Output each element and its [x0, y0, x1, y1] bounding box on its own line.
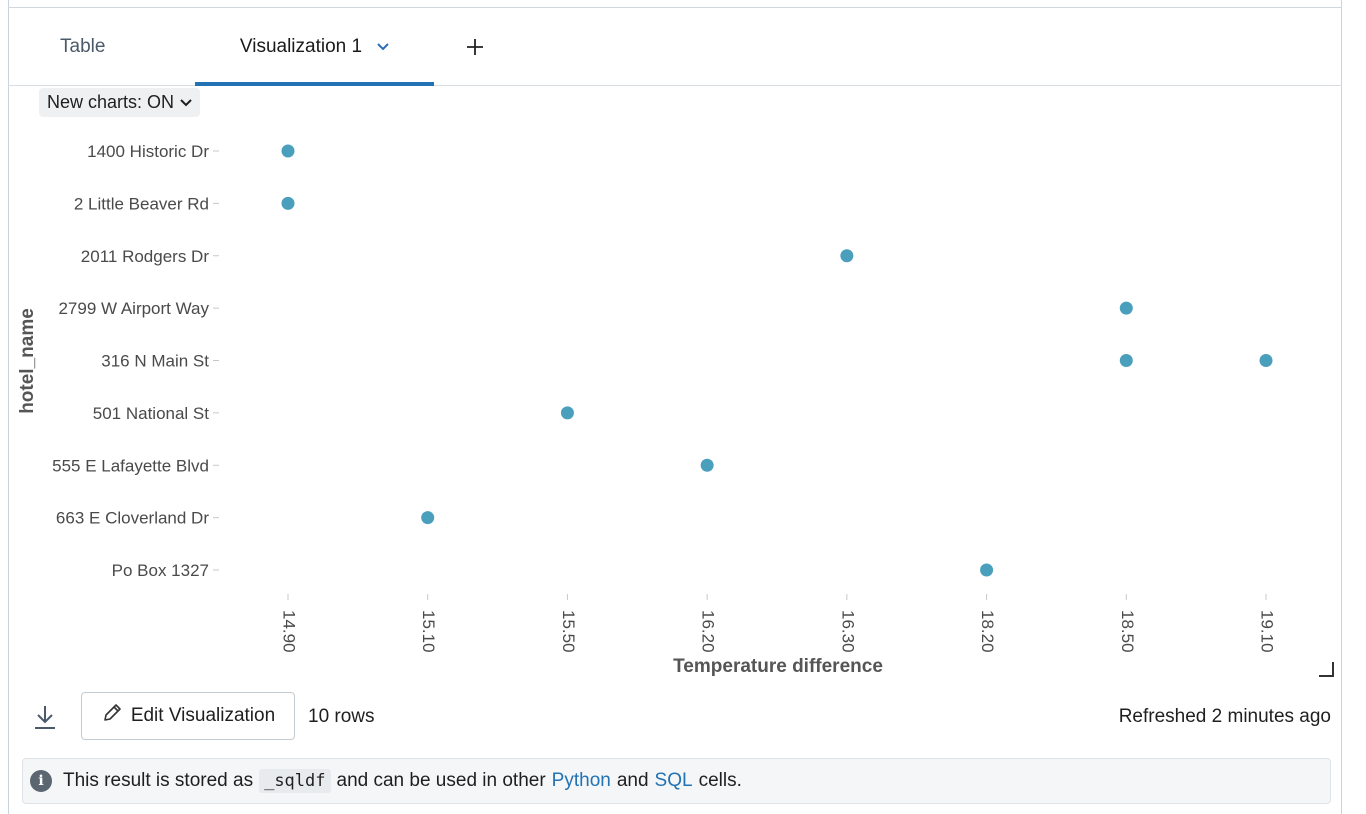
- edit-visualization-label: Edit Visualization: [130, 705, 276, 726]
- y-tick-label: 555 E Lafayette Blvd: [52, 456, 209, 475]
- y-tick-label: Po Box 1327: [112, 561, 209, 580]
- top-divider: [8, 7, 1342, 8]
- x-tick-label: 18.50: [1118, 610, 1137, 653]
- data-point: [560, 406, 574, 420]
- active-tab-indicator: [195, 82, 434, 86]
- data-point: [980, 563, 994, 577]
- y-tick-label: 2 Little Beaver Rd: [74, 194, 209, 213]
- info-text-before: This result is stored as: [63, 770, 254, 791]
- data-point: [1259, 354, 1273, 367]
- x-tick-label: 19.10: [1258, 610, 1277, 653]
- refreshed-status: Refreshed 2 minutes ago: [1118, 706, 1331, 727]
- chevron-down-icon[interactable]: [376, 39, 390, 55]
- tab-visualization-1[interactable]: Visualization 1: [196, 8, 434, 86]
- x-tick-label: 18.20: [978, 610, 997, 653]
- tab-table-label: Table: [60, 36, 106, 57]
- y-tick-label: 663 E Cloverland Dr: [56, 509, 209, 528]
- data-point: [281, 144, 295, 158]
- y-tick-label: 2011 Rodgers Dr: [81, 247, 210, 266]
- x-tick-label: 15.10: [419, 610, 438, 653]
- info-code: _sqldf: [259, 769, 331, 793]
- info-text-middle: and can be used in other: [336, 770, 546, 791]
- info-icon: i: [30, 770, 52, 792]
- new-charts-label: New charts: ON: [47, 92, 175, 112]
- new-charts-toggle[interactable]: New charts: ON: [39, 88, 201, 117]
- x-tick-label: 15.50: [559, 610, 578, 653]
- pencil-icon: [101, 702, 131, 730]
- scatter-chart: 1400 Historic Dr 2 Little Beaver Rd 2011 R…: [17, 142, 1277, 677]
- tab-bar: Table Visualization 1: [8, 8, 1342, 86]
- tab-table[interactable]: Table: [60, 8, 105, 86]
- data-point: [281, 196, 295, 210]
- data-point: [840, 249, 854, 263]
- row-count: 10 rows: [308, 706, 375, 727]
- x-tick-label: 16.20: [699, 610, 718, 653]
- y-axis-title: hotel_name: [17, 308, 38, 414]
- info-banner: i This result is stored as _sqldf and ca…: [22, 758, 1331, 804]
- resize-handle[interactable]: [1318, 661, 1334, 677]
- python-link[interactable]: Python: [551, 770, 611, 791]
- tab-visualization-label: Visualization 1: [239, 36, 363, 57]
- x-tick-label: 14.90: [280, 610, 299, 653]
- info-text-and: and: [616, 770, 649, 791]
- download-button[interactable]: [32, 703, 58, 731]
- y-tick-label: 1400 Historic Dr: [87, 142, 209, 161]
- info-text-after: cells.: [698, 770, 742, 791]
- sql-link[interactable]: SQL: [654, 770, 693, 791]
- y-tick-label: 501 National St: [93, 404, 210, 423]
- x-tick-label: 16.30: [838, 610, 857, 653]
- x-axis-title: Temperature difference: [673, 656, 883, 677]
- result-cell: [8, 0, 1342, 814]
- data-point: [1119, 301, 1133, 315]
- download-icon: [32, 706, 58, 735]
- plus-icon: [466, 32, 484, 63]
- chevron-down-icon: [180, 95, 192, 110]
- y-tick-label: 316 N Main St: [101, 352, 209, 371]
- add-tab-button[interactable]: [466, 8, 484, 86]
- data-point: [700, 458, 714, 472]
- data-point: [421, 511, 435, 525]
- y-tick-label: 2799 W Airport Way: [58, 299, 209, 318]
- data-point: [1119, 354, 1133, 367]
- edit-visualization-button[interactable]: Edit Visualization: [81, 692, 295, 740]
